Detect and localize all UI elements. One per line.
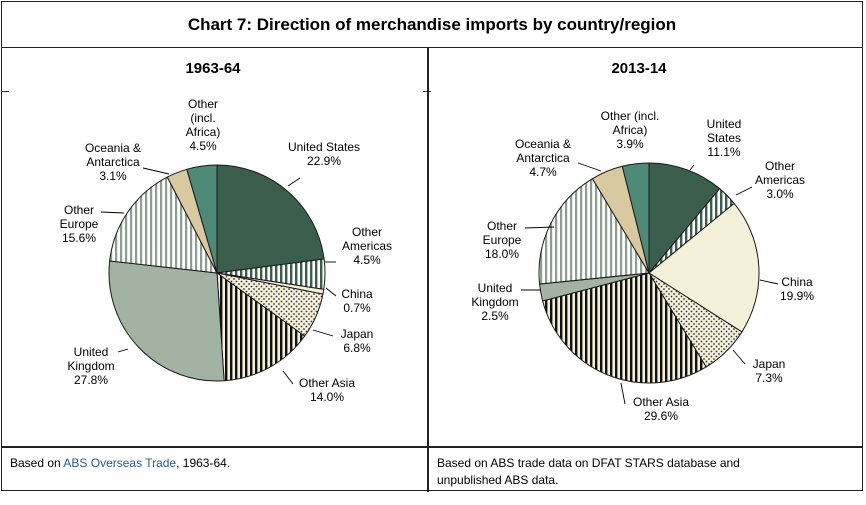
leader-line-oceania-antarctica: [577, 162, 602, 172]
panel-divider: [427, 47, 429, 492]
slice-label-oceania-antarctica: Oceania & Antarctica 4.7%: [515, 137, 571, 179]
source-suffix: , 1963-64.: [176, 456, 231, 470]
pie-slice-other-europe: [109, 176, 218, 274]
leader-line-china: [325, 287, 337, 297]
slice-label-other-incl-africa: Other (incl. Africa) 4.5%: [186, 97, 221, 153]
chart-frame: Chart 7: Direction of merchandise import…: [1, 1, 863, 492]
slice-label-other-americas: Other Americas 4.5%: [342, 225, 392, 267]
slice-label-united-kingdom: United Kingdom 27.8%: [67, 345, 114, 387]
leader-line-other-asia: [620, 382, 626, 405]
slice-label-oceania-antarctica: Oceania & Antarctica 3.1%: [85, 141, 141, 183]
pie-slice-other-asia: [542, 272, 707, 384]
pie-slice-united-states: [216, 164, 325, 274]
source-note-2013: Based on ABS trade data on DFAT STARS da…: [437, 455, 740, 489]
slice-label-other-americas: Other Americas 3.0%: [755, 159, 805, 201]
pie-slice-united-states: [648, 162, 721, 275]
slice-label-other-asia: Other Asia 29.6%: [633, 395, 689, 423]
leader-line-other-asia: [282, 370, 294, 385]
axis-tick-mid: [423, 91, 431, 92]
pie-slice-other-incl-africa: [621, 162, 650, 274]
footer-divider: [2, 446, 862, 448]
pie-slice-other-europe: [538, 177, 650, 285]
pie-2013-14: United States 11.1% Other Americas 3.0% China 1…: [471, 109, 814, 423]
leader-line-other-europe: [100, 211, 125, 214]
leader-line-other-europe: [524, 226, 555, 229]
leader-line-oceania-antarctica: [142, 167, 170, 175]
source-ref: ABS Overseas Trade: [63, 456, 177, 470]
pie-1963-64: United States 22.9% Other Americas 4.5% China…: [60, 97, 392, 404]
slice-label-china: China 19.9%: [780, 275, 814, 303]
slice-label-japan: Japan 7.3%: [753, 357, 786, 385]
slice-label-other-incl-africa: Other (incl. Africa) 3.9%: [601, 109, 660, 151]
leader-line-japan: [732, 349, 746, 365]
chart-title: Chart 7: Direction of merchandise import…: [2, 2, 862, 48]
slice-label-other-europe: Other Europe 18.0%: [483, 219, 522, 261]
leader-line-china: [759, 279, 779, 285]
pie-slice-other-incl-africa: [186, 164, 218, 274]
leader-line-united-states: [689, 164, 695, 171]
leader-line-united-kingdom: [117, 348, 129, 353]
slice-label-china: China 0.7%: [341, 287, 373, 315]
panel-title-1963: 1963-64: [185, 60, 241, 77]
slice-label-united-states: United States 11.1%: [707, 117, 742, 159]
pie-slice-china: [648, 202, 760, 333]
leader-line-japan: [312, 329, 334, 337]
axis-tick-left: [1, 91, 9, 92]
slice-label-japan: Japan 6.8%: [341, 327, 374, 355]
pie-slice-other-asia: [216, 271, 306, 382]
source-note-1963: Based on ABS Overseas Trade, 1963-64.: [10, 455, 230, 472]
pie-slice-united-kingdom: [108, 260, 225, 382]
slice-label-other-asia: Other Asia 14.0%: [299, 376, 355, 404]
slice-label-united-states: United States 22.9%: [288, 140, 360, 168]
source-prefix: Based on: [10, 456, 64, 470]
slice-label-united-kingdom: United Kingdom 2.5%: [471, 281, 518, 323]
slice-label-other-europe: Other Europe 15.6%: [60, 203, 99, 245]
panel-title-2013: 2013-14: [611, 60, 667, 77]
leader-line-other-americas: [735, 186, 753, 196]
leader-line-united-states: [287, 177, 301, 187]
source-line-1: Based on ABS trade data on DFAT STARS da…: [437, 456, 740, 470]
source-line-2: unpublished ABS data.: [437, 473, 559, 487]
